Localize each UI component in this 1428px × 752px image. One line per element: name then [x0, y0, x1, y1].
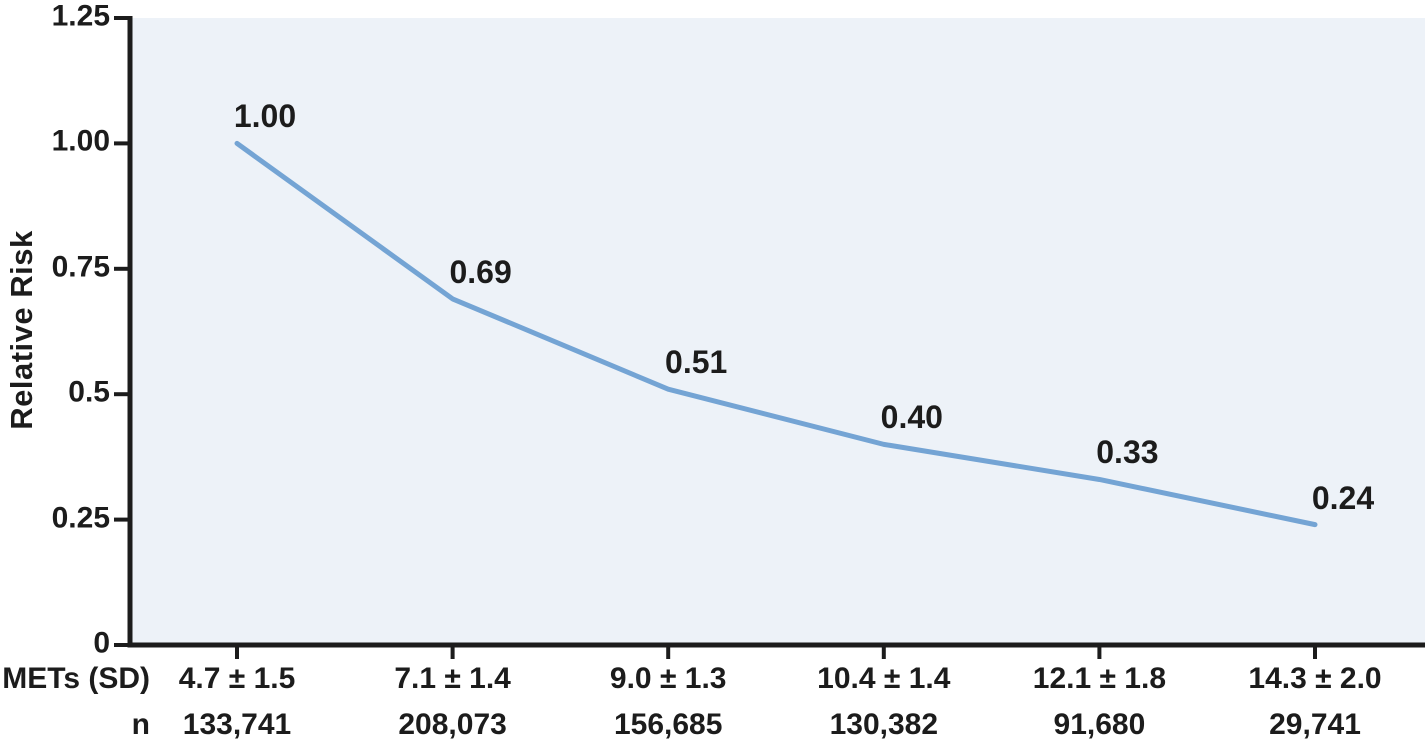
relative-risk-line [234, 140, 1318, 528]
n-value: 130,382 [829, 708, 939, 741]
n-value: 29,741 [1269, 708, 1361, 741]
y-tick-label: 0 [93, 626, 110, 660]
y-axis-title-container: Relative Risk [0, 0, 44, 660]
data-point-label: 0.24 [1311, 479, 1375, 516]
n-value: 91,680 [1053, 708, 1146, 741]
mets-value: 14.3 ± 2.0 [1248, 662, 1382, 695]
plot-area-background [130, 18, 1425, 645]
n-row-header: n [131, 708, 150, 741]
y-tick-label: 0.25 [51, 501, 110, 535]
mets-value: 9.0 ± 1.3 [609, 662, 727, 695]
y-tick-label: 1.25 [51, 0, 110, 33]
data-point-label: 1.00 [233, 98, 297, 135]
n-row: n 133,741 208,073 156,685 130,382 91,680… [0, 708, 1428, 744]
data-point-label: 0.33 [1096, 434, 1159, 471]
data-point-label: 0.51 [665, 344, 728, 381]
mets-row: METs (SD) 4.7 ± 1.5 7.1 ± 1.4 9.0 ± 1.3 … [0, 662, 1428, 698]
y-tick-label: 1.00 [51, 125, 110, 159]
n-value: 133,741 [182, 708, 292, 741]
mets-row-header: METs (SD) [2, 662, 150, 695]
y-tick-label: 0.75 [51, 250, 110, 284]
data-point-label: 0.40 [880, 399, 943, 436]
data-point-label: 0.69 [449, 253, 512, 290]
n-value: 208,073 [398, 708, 507, 741]
y-tick-label: 0.5 [68, 375, 110, 409]
mets-value: 4.7 ± 1.5 [178, 662, 296, 695]
mets-value: 12.1 ± 1.8 [1032, 662, 1167, 695]
mets-value: 10.4 ± 1.4 [817, 662, 951, 695]
mets-value: 7.1 ± 1.4 [394, 662, 511, 695]
n-value: 156,685 [613, 708, 723, 741]
